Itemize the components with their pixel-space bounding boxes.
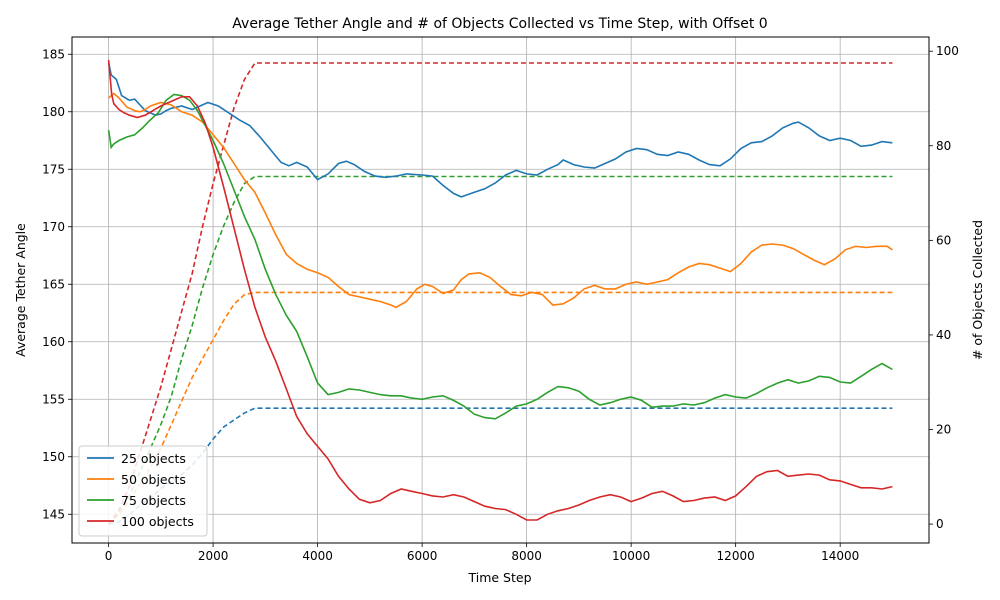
- grid: [72, 37, 929, 543]
- angle-line-100-objects: [107, 59, 893, 521]
- angle-line-75-objects: [107, 93, 893, 420]
- y-right-tick-label: 80: [936, 139, 951, 153]
- angle-line-25-objects: [107, 62, 893, 198]
- x-tick-label: 0: [105, 549, 113, 563]
- angle-line-50-objects: [108, 92, 893, 309]
- y-axis-right-label: # of Objects Collected: [970, 220, 985, 360]
- x-tick-label: 14000: [821, 549, 859, 563]
- legend-label: 75 objects: [121, 493, 186, 508]
- axes-frame: [71, 36, 930, 544]
- x-tick-label: 4000: [302, 549, 333, 563]
- y-axis-left-ticks: 145 150 155 160 165 170 175 180 185: [42, 47, 72, 521]
- y-left-tick-label: 170: [42, 220, 65, 234]
- chart-title: Average Tether Angle and # of Objects Co…: [232, 16, 767, 32]
- legend-label: 25 objects: [121, 451, 186, 466]
- y-axis-right-ticks: 0 20 40 60 80 100: [929, 44, 959, 531]
- y-axis-left-label: Average Tether Angle: [13, 223, 28, 357]
- legend: 25 objects 50 objects 75 objects 100 object…: [78, 445, 208, 537]
- y-left-tick-label: 160: [42, 335, 65, 349]
- y-left-tick-label: 165: [42, 277, 65, 291]
- y-left-tick-label: 180: [42, 105, 65, 119]
- x-tick-label: 10000: [612, 549, 650, 563]
- x-tick-label: 6000: [407, 549, 438, 563]
- x-axis-ticks: 0 2000 4000 6000 8000 10000 12000 14000: [105, 543, 859, 563]
- legend-label: 100 objects: [121, 514, 194, 529]
- y-right-tick-label: 20: [936, 423, 951, 437]
- x-axis-label: Time Step: [467, 570, 531, 585]
- x-tick-label: 12000: [717, 549, 755, 563]
- y-right-tick-label: 0: [936, 517, 944, 531]
- x-tick-label: 2000: [198, 549, 229, 563]
- y-right-tick-label: 40: [936, 328, 951, 342]
- y-left-tick-label: 185: [42, 47, 65, 61]
- y-left-tick-label: 155: [42, 392, 65, 406]
- legend-box: [78, 445, 208, 537]
- x-tick-label: 8000: [511, 549, 542, 563]
- y-left-tick-label: 175: [42, 162, 65, 176]
- y-left-tick-label: 145: [42, 507, 65, 521]
- y-left-tick-label: 150: [42, 450, 65, 464]
- y-right-tick-label: 100: [936, 44, 959, 58]
- legend-label: 50 objects: [121, 472, 186, 487]
- y-right-tick-label: 60: [936, 233, 951, 247]
